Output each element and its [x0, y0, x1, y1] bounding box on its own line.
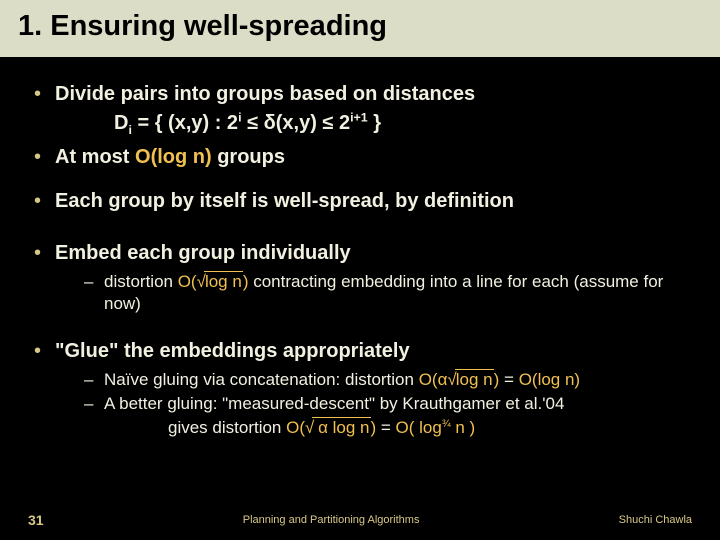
formula-mid2: ≤ δ(x,y) ≤ 2 [242, 112, 351, 134]
bullet-1-text: Divide pairs into groups based on distan… [55, 82, 692, 106]
slide-content: • Divide pairs into groups based on dist… [0, 58, 720, 439]
bullet-1: • Divide pairs into groups based on dist… [28, 82, 692, 106]
sub-5-1: – Naïve gluing via concatenation: distor… [84, 369, 692, 391]
bullet-2-text: At most O(log n) groups [55, 145, 692, 169]
footer-author: Shuchi Chawla [619, 514, 692, 526]
footer-title: Planning and Partitioning Algorithms [44, 514, 619, 526]
formula-mid1: = { (x,y) : 2 [132, 112, 238, 134]
bullet-icon: • [34, 82, 41, 106]
highlight-log34: O( log¾ n ) [396, 418, 476, 437]
formula-exp2: i+1 [350, 110, 368, 124]
highlight-ologn: O(log n) [135, 146, 212, 168]
sqrt-icon: √log n [447, 369, 493, 391]
dash-icon: – [84, 369, 94, 391]
bullet-5-text: "Glue" the embeddings appropriately [55, 339, 692, 363]
bullet-3: • Each group by itself is well-spread, b… [28, 189, 692, 213]
sub-5-2: – A better gluing: "measured-descent" by… [84, 393, 692, 415]
dash-icon: – [84, 271, 94, 293]
bullet-5: • "Glue" the embeddings appropriately [28, 339, 692, 363]
highlight-dist1: O(√log n) [178, 272, 249, 291]
highlight-measured: O(√ α log n) [286, 418, 376, 437]
sub-5-2-line2: gives distortion O(√ α log n) = O( log¾ … [168, 417, 692, 439]
slide-title-bar: 1. Ensuring well-spreading [0, 0, 720, 58]
highlight-naive: O(α√log n) [419, 370, 500, 389]
formula-line: Di = { (x,y) : 2i ≤ δ(x,y) ≤ 2i+1 } [114, 112, 692, 135]
bullet-4-text: Embed each group individually [55, 241, 692, 265]
bullet-icon: • [34, 145, 41, 169]
bullet-icon: • [34, 339, 41, 363]
sqrt-icon: √ α log n [305, 417, 370, 439]
formula-tail: } [368, 112, 381, 134]
sub-4-1: – distortion O(√log n) contracting embed… [84, 271, 692, 315]
slide-footer: 31 Planning and Partitioning Algorithms … [0, 512, 720, 528]
slide-title: 1. Ensuring well-spreading [18, 10, 387, 42]
sub-5-2-text: A better gluing: "measured-descent" by K… [104, 393, 692, 415]
bullet-icon: • [34, 189, 41, 213]
bullet-icon: • [34, 241, 41, 265]
highlight-ologn2: O(log n) [519, 370, 580, 389]
bullet-3-text: Each group by itself is well-spread, by … [55, 189, 692, 213]
page-number: 31 [28, 512, 44, 528]
formula-lhs: D [114, 112, 128, 134]
sub-5-1-text: Naïve gluing via concatenation: distorti… [104, 369, 692, 391]
bullet-4: • Embed each group individually [28, 241, 692, 265]
dash-icon: – [84, 393, 94, 415]
sqrt-icon: √log n [197, 271, 243, 293]
sub-4-1-text: distortion O(√log n) contracting embeddi… [104, 271, 692, 315]
bullet-2: • At most O(log n) groups [28, 145, 692, 169]
